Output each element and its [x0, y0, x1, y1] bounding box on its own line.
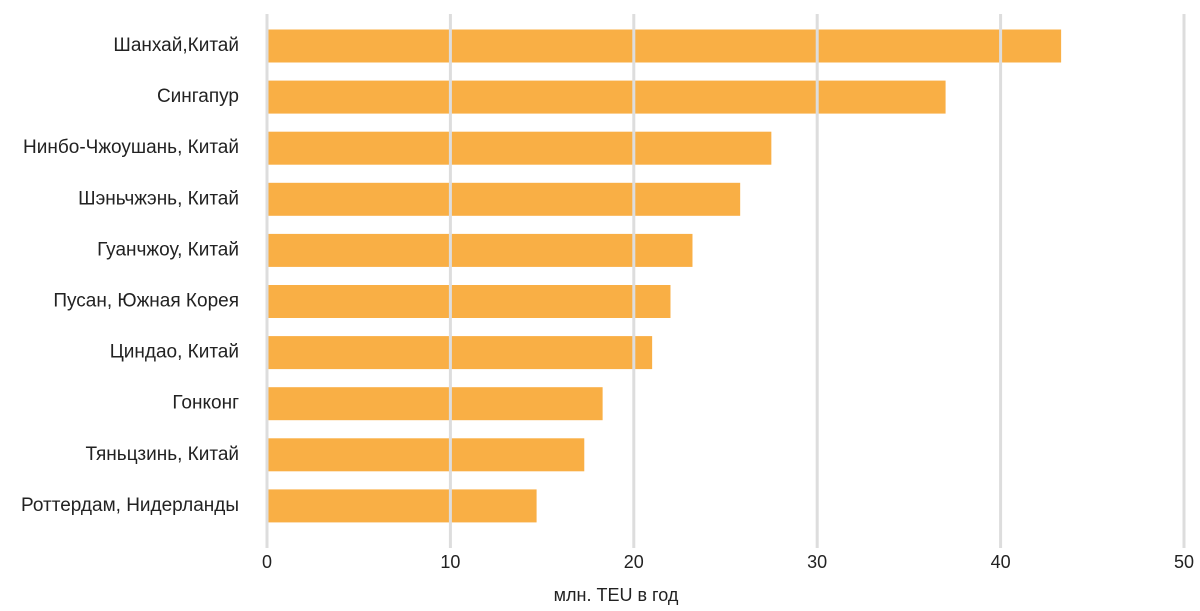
x-tick-label: 20 [624, 552, 644, 572]
category-label: Пусан, Южная Корея [53, 291, 239, 312]
bar [267, 80, 946, 114]
x-tick-label: 40 [991, 552, 1011, 572]
bar [267, 182, 741, 216]
bar [267, 285, 671, 318]
bar [267, 489, 537, 523]
category-label: Тяньцзинь, Китай [85, 444, 239, 465]
x-tick-label: 50 [1174, 552, 1194, 572]
category-label: Роттердам, Нидерланды [21, 495, 239, 516]
bar [267, 336, 653, 370]
category-label: Нинбо-Чжоушань, Китай [23, 137, 239, 158]
category-label: Гонконг [172, 393, 239, 414]
category-label: Гуанчжоу, Китай [97, 239, 239, 260]
category-label: Шэньчжэнь, Китай [78, 188, 239, 209]
bar [267, 233, 693, 267]
x-tick-label: 10 [440, 552, 460, 572]
category-label: Циндао, Китай [110, 342, 239, 363]
bar [267, 131, 772, 165]
x-tick-label: 30 [807, 552, 827, 572]
category-label: Шанхай,Китай [113, 35, 239, 56]
bars-layer [267, 29, 1062, 523]
x-axis-title: млн. TEU в год [554, 585, 679, 605]
x-tick-label: 0 [262, 552, 272, 572]
category-labels: Шанхай,Китай Сингапур Нинбо-Чжоушань, Кита… [21, 35, 239, 516]
category-label: Сингапур [157, 86, 239, 107]
bar [267, 387, 603, 421]
bar [267, 438, 585, 472]
bar [267, 29, 1062, 63]
x-tick-labels: 0 10 20 30 40 50 [262, 552, 1194, 572]
grid-layer [265, 14, 1186, 548]
